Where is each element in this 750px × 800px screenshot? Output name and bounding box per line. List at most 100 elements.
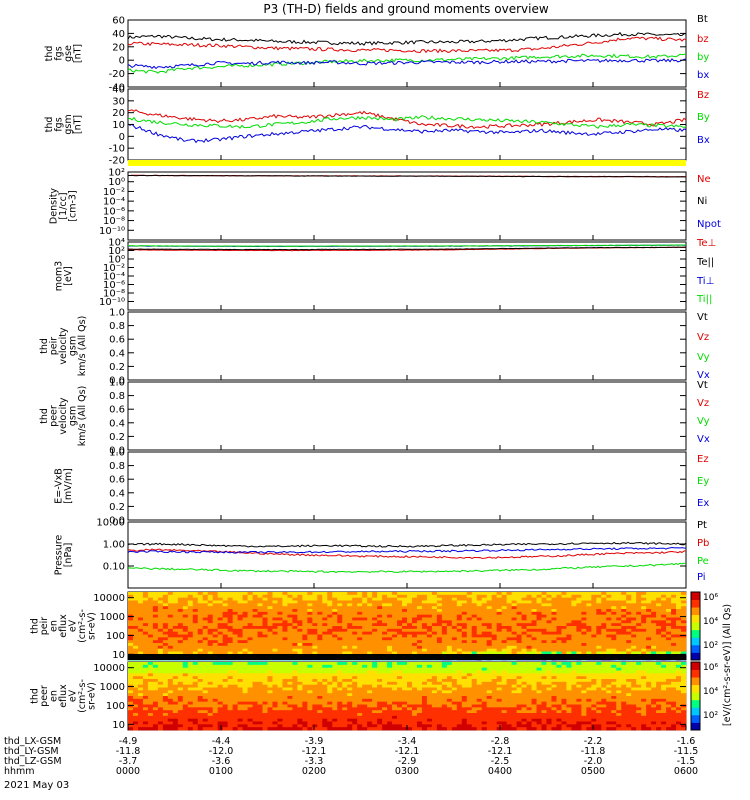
heatmap-cell <box>656 651 662 655</box>
heatmap-cell <box>436 690 443 694</box>
heatmap-cell <box>227 645 234 650</box>
heatmap-cell <box>566 631 572 635</box>
heatmap-cell <box>611 617 617 621</box>
heatmap-cell <box>636 594 642 599</box>
heatmap-cell <box>392 713 398 717</box>
heatmap-cell <box>486 637 493 641</box>
heatmap-cell <box>671 637 677 641</box>
heatmap-cell <box>561 643 567 647</box>
heatmap-cell <box>322 603 328 607</box>
heatmap-cell <box>302 600 308 604</box>
heatmap-cell <box>132 676 139 680</box>
heatmap-cell <box>147 637 154 641</box>
heatmap-cell <box>227 670 234 674</box>
heatmap-cell <box>227 687 234 691</box>
heatmap-cell <box>646 634 652 638</box>
heatmap-cell <box>566 614 572 618</box>
heatmap-cell <box>267 631 273 635</box>
heatmap-cell <box>471 606 478 610</box>
heatmap-cell <box>501 698 508 703</box>
heatmap-cell <box>516 592 522 596</box>
heatmap-cell <box>387 690 393 694</box>
heatmap-cell <box>132 640 139 644</box>
heatmap-cell <box>421 603 428 607</box>
heatmap-cell <box>626 614 632 618</box>
heatmap-cell <box>387 727 393 731</box>
heatmap-cell <box>162 704 169 708</box>
heatmap-cell <box>397 611 403 616</box>
heatmap-cell <box>327 693 333 697</box>
heatmap-cell <box>681 592 687 596</box>
heatmap-cell <box>242 701 248 705</box>
heatmap-cell <box>327 645 333 650</box>
heatmap-cell <box>656 606 662 610</box>
heatmap-cell <box>157 600 164 604</box>
heatmap-cell <box>282 710 288 714</box>
heatmap-cell <box>407 698 413 703</box>
heatmap-cell <box>421 687 428 691</box>
heatmap-cell <box>526 592 532 596</box>
heatmap-cell <box>561 631 567 635</box>
heatmap-cell <box>362 631 368 635</box>
heatmap-cell <box>476 684 483 688</box>
heatmap-cell <box>292 606 298 610</box>
heatmap-cell <box>496 645 503 650</box>
heatmap-cell <box>586 626 592 630</box>
heatmap-cell <box>521 696 527 700</box>
heatmap-cell <box>257 707 263 711</box>
heatmap-cell <box>431 597 438 601</box>
heatmap-cell <box>426 626 433 630</box>
heatmap-cell <box>272 667 278 671</box>
heatmap-cell <box>402 637 408 641</box>
heatmap-cell <box>407 623 413 627</box>
heatmap-cell <box>387 724 393 728</box>
heatmap-cell <box>147 724 154 728</box>
heatmap-cell <box>456 713 463 717</box>
heatmap-cell <box>421 676 428 680</box>
heatmap-cell <box>252 698 258 703</box>
heatmap-cell <box>282 673 288 677</box>
heatmap-cell <box>531 690 537 694</box>
heatmap-cell <box>242 721 248 725</box>
y-tick-label: 10000 <box>93 593 125 604</box>
heatmap-cell <box>242 696 248 700</box>
heatmap-cell <box>526 600 532 604</box>
heatmap-cell <box>521 690 527 694</box>
heatmap-cell <box>167 707 174 711</box>
heatmap-cell <box>421 693 428 697</box>
heatmap-cell <box>172 640 179 644</box>
heatmap-cell <box>272 721 278 725</box>
heatmap-cell <box>272 681 278 686</box>
heatmap-cell <box>676 606 682 610</box>
heatmap-cell <box>262 667 268 671</box>
heatmap-cell <box>511 681 517 686</box>
heatmap-cell <box>362 718 368 722</box>
heatmap-cell <box>496 707 503 711</box>
heatmap-cell <box>397 606 403 610</box>
heatmap-cell <box>242 707 248 711</box>
heatmap-cell <box>247 592 253 596</box>
heatmap-cell <box>327 684 333 688</box>
heatmap-cell <box>167 609 174 613</box>
heatmap-cell <box>302 637 308 641</box>
heatmap-cell <box>526 609 532 613</box>
heatmap-cell <box>426 645 433 650</box>
heatmap-cell <box>481 609 488 613</box>
heatmap-cell <box>227 707 234 711</box>
heatmap-cell <box>362 640 368 644</box>
heatmap-cell <box>441 670 448 674</box>
heatmap-cell <box>416 727 423 731</box>
heatmap-cell <box>382 634 388 638</box>
heatmap-cell <box>262 718 268 722</box>
heatmap-cell <box>332 628 338 633</box>
heatmap-cell <box>292 662 298 666</box>
heatmap-cell <box>372 637 378 641</box>
heatmap-cell <box>496 634 503 638</box>
heatmap-cell <box>471 623 478 627</box>
heatmap-cell <box>322 664 328 669</box>
heatmap-cell <box>621 594 627 599</box>
heatmap-cell <box>421 662 428 666</box>
heatmap-cell <box>142 626 149 630</box>
heatmap-cell <box>506 701 513 705</box>
heatmap-cell <box>397 648 403 652</box>
